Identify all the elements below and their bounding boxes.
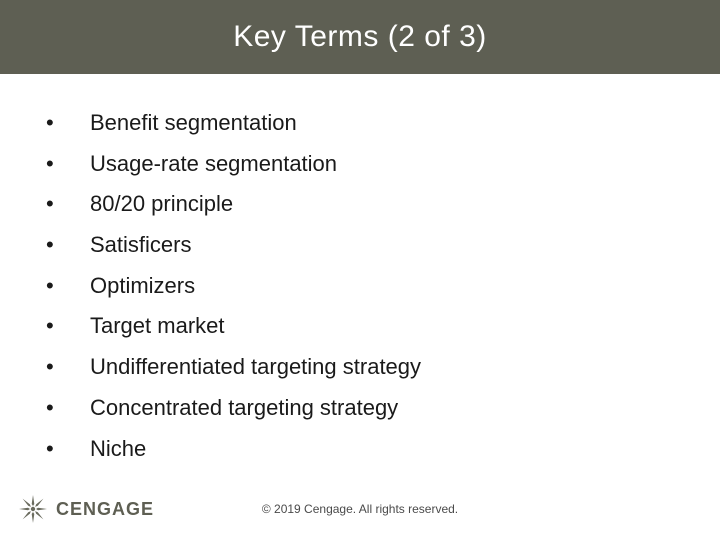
- list-item: • Optimizers: [40, 271, 680, 301]
- term-label: Target market: [90, 311, 680, 341]
- list-item: • Benefit segmentation: [40, 108, 680, 138]
- term-label: Optimizers: [90, 271, 680, 301]
- bullet-icon: •: [40, 108, 90, 138]
- brand-logo: CENGAGE: [18, 494, 154, 524]
- bullet-icon: •: [40, 230, 90, 260]
- list-item: • Satisficers: [40, 230, 680, 260]
- term-label: Benefit segmentation: [90, 108, 680, 138]
- bullet-icon: •: [40, 434, 90, 464]
- bullet-icon: •: [40, 271, 90, 301]
- starburst-icon: [18, 494, 48, 524]
- term-label: Satisficers: [90, 230, 680, 260]
- term-label: Usage-rate segmentation: [90, 149, 680, 179]
- terms-list: • Benefit segmentation • Usage-rate segm…: [40, 108, 680, 463]
- term-label: Undifferentiated targeting strategy: [90, 352, 680, 382]
- term-label: Concentrated targeting strategy: [90, 393, 680, 423]
- copyright-text: © 2019 Cengage. All rights reserved.: [262, 502, 458, 516]
- slide-footer: CENGAGE © 2019 Cengage. All rights reser…: [0, 478, 720, 540]
- list-item: • Undifferentiated targeting strategy: [40, 352, 680, 382]
- bullet-icon: •: [40, 311, 90, 341]
- list-item: • Usage-rate segmentation: [40, 149, 680, 179]
- list-item: • Target market: [40, 311, 680, 341]
- term-label: 80/20 principle: [90, 189, 680, 219]
- bullet-icon: •: [40, 352, 90, 382]
- slide: Key Terms (2 of 3) • Benefit segmentatio…: [0, 0, 720, 540]
- bullet-icon: •: [40, 393, 90, 423]
- slide-title: Key Terms (2 of 3): [233, 20, 487, 54]
- slide-header: Key Terms (2 of 3): [0, 0, 720, 74]
- bullet-icon: •: [40, 189, 90, 219]
- list-item: • 80/20 principle: [40, 189, 680, 219]
- term-label: Niche: [90, 434, 680, 464]
- slide-content: • Benefit segmentation • Usage-rate segm…: [0, 74, 720, 463]
- brand-name: CENGAGE: [56, 499, 154, 520]
- list-item: • Concentrated targeting strategy: [40, 393, 680, 423]
- list-item: • Niche: [40, 434, 680, 464]
- bullet-icon: •: [40, 149, 90, 179]
